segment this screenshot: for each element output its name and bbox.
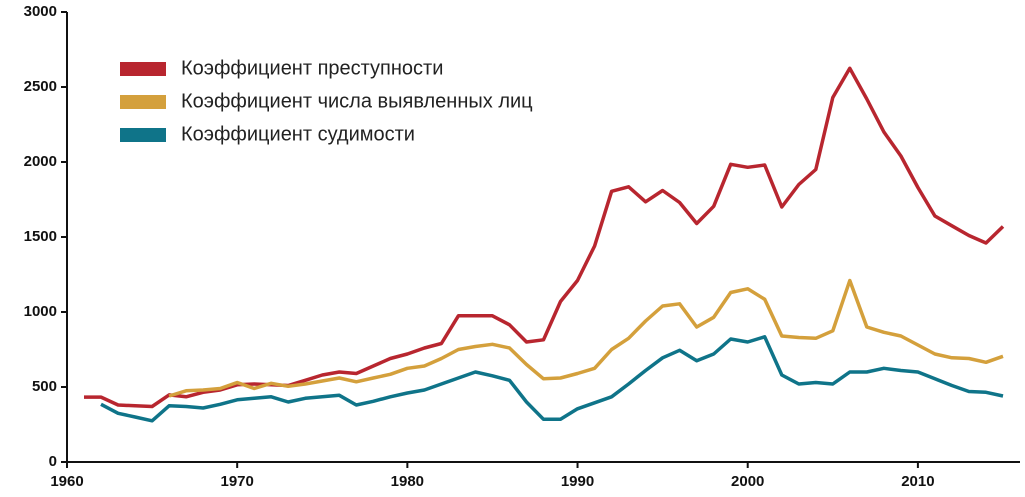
x-tick-label: 1990 — [561, 473, 594, 490]
x-tick-label: 2010 — [901, 473, 934, 490]
legend-label: Коэффициент преступности — [181, 57, 443, 79]
y-tick-label: 0 — [49, 453, 57, 470]
series-line — [168, 278, 1004, 398]
series-line — [100, 335, 1004, 423]
legend-swatch — [120, 62, 166, 76]
x-tick-label: 1970 — [220, 473, 253, 490]
legend-swatch — [120, 95, 166, 109]
x-tick-label: 1960 — [50, 473, 83, 490]
legend-label: Коэффициент судимости — [181, 123, 415, 145]
y-tick-label: 500 — [32, 378, 57, 395]
y-tick-label: 1500 — [24, 228, 57, 245]
x-tick-label: 1980 — [391, 473, 424, 490]
y-tick-label: 3000 — [24, 3, 57, 20]
y-tick-label: 2000 — [24, 153, 57, 170]
legend-swatch — [120, 128, 166, 142]
legend-label: Коэффициент числа выявленных лиц — [181, 90, 533, 112]
y-tick-label: 1000 — [24, 303, 57, 320]
x-tick-label: 2000 — [731, 473, 764, 490]
series-line — [84, 66, 1005, 409]
y-tick-label: 2500 — [24, 78, 57, 95]
